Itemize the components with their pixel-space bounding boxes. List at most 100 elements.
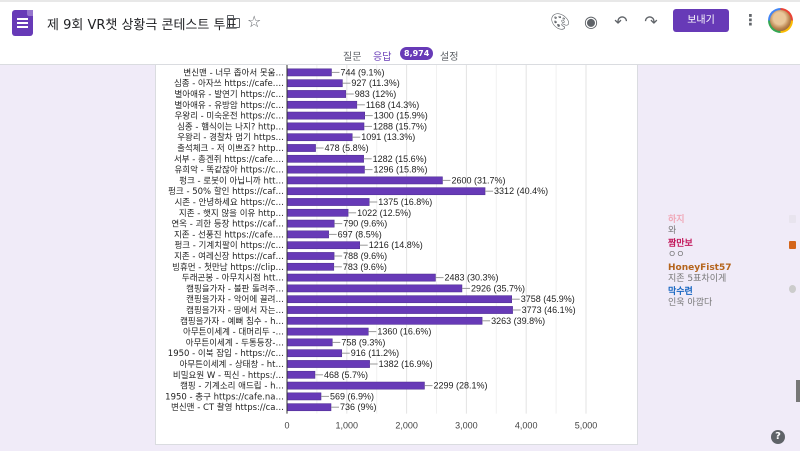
data-label: 1382 (16.9%) (379, 359, 433, 369)
x-tick-label: 0 (284, 421, 289, 431)
avatar[interactable] (768, 8, 793, 33)
data-label: 1360 (16.6%) (377, 327, 431, 337)
category-label: 아무튼이세계 - 대머리두 -… (183, 327, 284, 338)
responses-count-badge: 8,974 (400, 47, 434, 60)
data-label: 744 (9.1%) (340, 67, 384, 77)
category-label: 서부 - 총겐쥐 https://cafe.… (174, 154, 284, 165)
category-label: 비밀요원 W - 픽신 - https:/… (173, 370, 284, 381)
data-label: 927 (11.3%) (351, 78, 399, 88)
emote-icon (789, 285, 796, 293)
category-label: 아무튼이세계 - 두통등장-… (186, 337, 284, 348)
data-label: 736 (9%) (340, 402, 377, 412)
bar (286, 338, 333, 347)
data-label: 983 (12%) (355, 89, 397, 99)
category-label: 별아애유 - 유방암 https://c… (174, 100, 284, 111)
category-label: 펑크 - 기계치팔이 https://c… (174, 240, 284, 251)
chat-username: 하지 (668, 215, 685, 225)
category-label: 지존 - 선풍진 https://cafe.… (174, 229, 284, 240)
data-label: 3263 (39.8%) (491, 316, 545, 326)
send-button[interactable]: 보내기 (673, 9, 729, 32)
bar (286, 219, 335, 228)
more-vert-icon[interactable]: ⋮ (743, 11, 758, 29)
data-label: 2926 (35.7%) (471, 283, 525, 293)
bar (286, 144, 316, 152)
bar (286, 295, 512, 304)
bar (286, 187, 486, 196)
bar (286, 284, 463, 293)
form-title[interactable]: 제 9회 VR챗 상황극 콘테스트 투표 (47, 18, 238, 33)
chat-username: 짬만보 (668, 239, 693, 249)
emote-icon (789, 215, 796, 223)
category-label: 변신맨 - 너무 좁아서 못움… (183, 67, 284, 78)
help-icon[interactable]: ? (771, 430, 785, 444)
category-label: 캠핑을가자 - 불판 돌려주… (186, 283, 284, 294)
category-label: 유희악 - 똑같잖아 https://c… (174, 165, 284, 176)
chart-card: 0 1,000 2,000 3,000 4,000 5,000 변신맨 - 너무 좁아서 못… (155, 65, 638, 445)
x-tick-label: 5,000 (575, 421, 598, 431)
palette-icon[interactable]: 🎨︎ (550, 12, 571, 31)
category-label: 출석체크 - 저 이쁘죠? http… (177, 143, 284, 154)
bar (286, 262, 335, 271)
category-label: 지존 - 여레신장 https://caf… (174, 251, 284, 262)
category-label: 캠핑 - 기계소리 애드립 - h… (180, 381, 284, 392)
data-label: 790 (9.6%) (343, 219, 387, 229)
bar (286, 349, 343, 358)
eye-icon[interactable]: ◉ (584, 12, 598, 31)
data-label: 2483 (30.3%) (444, 273, 498, 283)
data-label: 758 (9.3%) (341, 337, 385, 347)
data-label: 1216 (14.8%) (369, 240, 423, 250)
data-label: 478 (5.8%) (325, 143, 369, 153)
category-label: 1950 - 이북 잠입 - https://c… (168, 348, 284, 359)
data-label: 468 (5.7%) (324, 370, 368, 380)
bar (286, 273, 436, 282)
category-label: 심종 - 햄식이는 나지? http… (177, 121, 284, 132)
category-label: 연옥 - 괴한 등장 https://caf… (171, 219, 284, 230)
redo-icon[interactable]: ↷ (644, 12, 658, 31)
data-label: 3312 (40.4%) (494, 186, 548, 196)
undo-icon[interactable]: ↶ (614, 12, 628, 31)
category-label: 빙휴먼 - 첫만남 https://clip… (172, 262, 284, 273)
tab-questions[interactable]: 질문 (343, 52, 362, 63)
data-label: 1282 (15.6%) (373, 154, 427, 164)
data-label: 1168 (14.3%) (366, 100, 419, 110)
bar (286, 111, 365, 120)
tab-responses[interactable]: 응답 (373, 52, 392, 63)
bar (286, 176, 443, 185)
avatar-image (770, 10, 791, 31)
bar (286, 68, 332, 77)
x-tick-label: 1,000 (336, 421, 359, 431)
x-tick-label: 2,000 (395, 421, 418, 431)
folder-icon[interactable] (226, 15, 240, 28)
category-label: 심종 - 아자쓰 https://cafe.… (174, 78, 284, 89)
category-label: 아무튼이세계 - 상태창 - ht… (179, 359, 284, 370)
data-label: 1375 (16.8%) (378, 197, 432, 207)
data-label: 788 (9.6%) (343, 251, 387, 261)
bar (286, 230, 329, 239)
bar (286, 133, 353, 142)
data-label: 1022 (12.5%) (357, 208, 411, 218)
chat-overlay: 하지 와 짬만보 ㅇㅇ HoneyFist57 지존 5표차이게 막수련 인욱 아깝다 (668, 215, 732, 311)
category-label: 별아애유 - 발연기 https://c… (174, 89, 284, 100)
bar (286, 165, 365, 174)
chat-message: 지존 5표차이게 (668, 274, 727, 284)
category-label: 캔핑을가자 - 악어에 끌려… (186, 294, 284, 305)
tab-settings[interactable]: 설정 (440, 52, 459, 63)
bar (286, 198, 370, 206)
bar (286, 154, 364, 163)
category-label: 시존 - 안녕하세요 https://c… (174, 197, 284, 208)
bar (286, 306, 513, 314)
bar (286, 79, 343, 88)
star-icon[interactable]: ☆ (247, 12, 262, 31)
data-label: 1288 (15.7%) (373, 121, 427, 131)
chat-message: 인욱 아깝다 (668, 298, 713, 308)
bar-chart: 0 1,000 2,000 3,000 4,000 5,000 변신맨 - 너무 좁아서 못… (165, 65, 598, 431)
bar (286, 360, 370, 368)
chat-username: HoneyFist57 (668, 263, 732, 273)
forms-app-icon[interactable] (12, 10, 33, 36)
category-label: 펑크 - 50% 할인 https://caf… (168, 186, 284, 197)
bar (286, 90, 347, 98)
data-label: 1300 (15.9%) (374, 111, 428, 121)
scrollbar-thumb[interactable] (796, 380, 800, 402)
data-label: 569 (6.9%) (330, 391, 374, 401)
chat-message: ㅇㅇ (668, 250, 685, 260)
